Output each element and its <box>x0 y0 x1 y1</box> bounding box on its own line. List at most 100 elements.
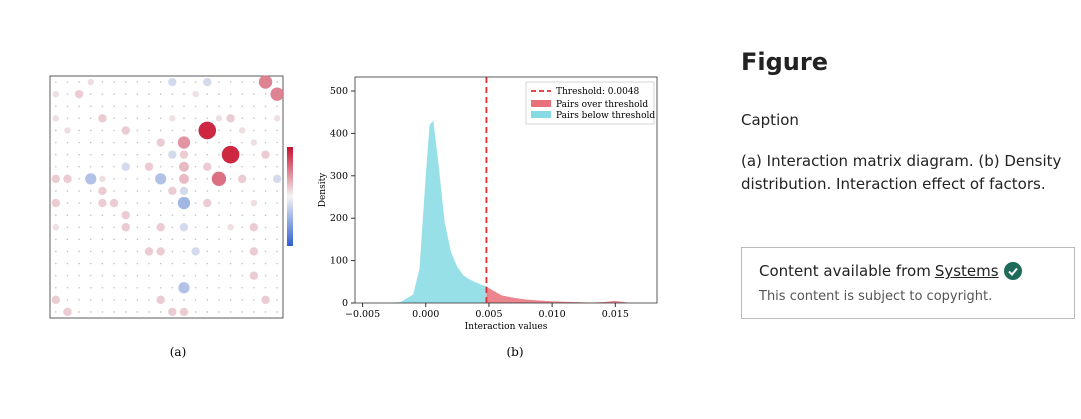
bubble <box>276 129 278 132</box>
bubble <box>55 274 57 277</box>
bubble <box>229 286 232 289</box>
bubble <box>136 178 139 180</box>
bubble <box>276 81 278 83</box>
bubble <box>194 262 197 265</box>
bubble <box>52 90 60 98</box>
bubble <box>183 262 185 265</box>
bubble <box>78 299 80 301</box>
bubble <box>194 274 197 277</box>
bubble <box>194 286 197 289</box>
bubble <box>171 129 174 132</box>
bubble <box>144 162 154 171</box>
bubble <box>148 274 150 277</box>
bubble <box>261 295 270 305</box>
bubble <box>78 202 80 204</box>
bubble <box>178 173 189 184</box>
bubble <box>99 175 106 183</box>
bubble <box>226 114 235 123</box>
bubble <box>101 311 104 313</box>
bubble <box>229 178 232 180</box>
bubble <box>66 190 69 192</box>
bubble <box>276 250 278 253</box>
bubble <box>78 238 80 241</box>
bubble <box>136 141 139 144</box>
bubble <box>206 105 209 108</box>
bubble <box>276 274 278 277</box>
bubble <box>229 214 232 216</box>
bubble <box>192 90 199 98</box>
bubble <box>194 226 197 229</box>
bubble <box>113 141 115 144</box>
bubble <box>206 286 209 289</box>
bubble <box>124 117 127 120</box>
bubble <box>229 250 232 253</box>
bubble <box>183 214 185 216</box>
bubble <box>159 214 162 216</box>
bubble <box>206 117 209 120</box>
bubble <box>136 105 139 108</box>
bubble <box>55 262 57 265</box>
bubble <box>211 171 227 187</box>
bubble <box>218 190 220 192</box>
bubble <box>159 262 162 265</box>
plot-frame <box>354 76 658 304</box>
bubble <box>206 214 209 216</box>
bubble <box>51 198 61 208</box>
bubble <box>273 115 281 122</box>
bubble <box>159 129 162 132</box>
x-axis-label: Interaction values <box>465 322 548 332</box>
bubble <box>52 115 60 122</box>
bubble <box>55 81 57 83</box>
bubble <box>124 178 127 180</box>
bubble <box>183 129 185 132</box>
bubble <box>218 286 220 289</box>
bubble <box>253 165 255 168</box>
bubble <box>183 81 185 83</box>
bubble <box>194 141 197 144</box>
bubble <box>89 250 92 253</box>
bubble <box>253 178 255 180</box>
bubble <box>124 286 127 289</box>
access-note: This content is subject to copyright. <box>759 289 993 304</box>
bubble <box>136 93 139 95</box>
bubble <box>178 161 189 172</box>
y-tick-label: 100 <box>330 256 348 267</box>
bubble <box>249 223 259 232</box>
bubble <box>89 226 92 229</box>
bubble <box>276 311 278 313</box>
access-text: Content available from <box>759 262 931 280</box>
bubble <box>55 165 57 168</box>
bubble <box>78 226 80 229</box>
bubble <box>264 141 267 144</box>
bubble <box>66 81 69 83</box>
bubble <box>171 274 174 277</box>
bubble <box>241 250 244 253</box>
bubble <box>148 299 150 301</box>
bubble <box>264 178 267 180</box>
bubble <box>136 165 139 168</box>
bubble <box>87 78 94 86</box>
bubble <box>121 223 130 232</box>
bubble <box>148 178 150 180</box>
bubble <box>148 117 150 120</box>
access-link[interactable]: Systems <box>934 262 999 280</box>
bubble <box>171 238 174 241</box>
bubble <box>113 190 115 192</box>
bubble <box>194 214 197 216</box>
bubble <box>66 202 69 204</box>
bubble <box>272 174 282 184</box>
bubble <box>159 238 162 241</box>
bubble <box>194 178 197 180</box>
bubble <box>253 286 255 289</box>
bubble <box>113 129 115 132</box>
bubble <box>66 238 69 241</box>
bubble <box>276 262 278 265</box>
bubble <box>203 198 212 208</box>
bubble <box>113 299 115 301</box>
bubble <box>101 129 104 132</box>
bubble <box>156 138 165 147</box>
bubble <box>171 262 174 265</box>
bubble <box>194 311 197 313</box>
colorbar <box>287 147 293 246</box>
bubble <box>101 93 104 95</box>
